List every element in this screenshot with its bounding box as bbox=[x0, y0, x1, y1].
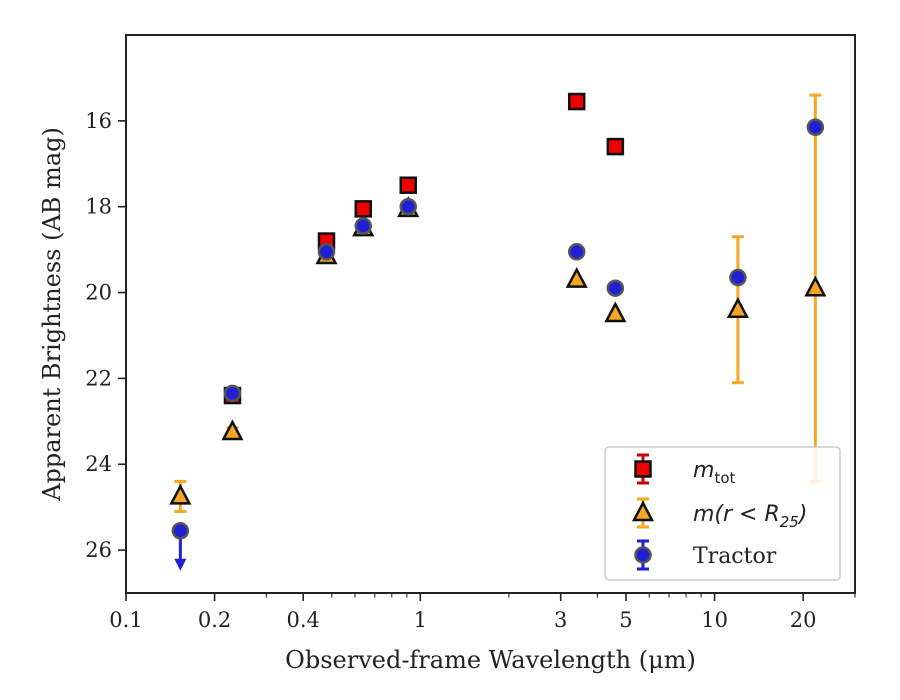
legend-label: mtot bbox=[693, 458, 735, 487]
point-circle bbox=[399, 197, 417, 216]
point-circle bbox=[223, 384, 242, 403]
point-triangle bbox=[565, 266, 588, 288]
y-tick-label: 18 bbox=[85, 195, 112, 219]
y-tick-label: 24 bbox=[85, 452, 112, 476]
point-triangle bbox=[804, 275, 827, 297]
legend-item: m(r < R25) bbox=[631, 497, 807, 531]
point-square bbox=[606, 137, 625, 156]
point-triangle bbox=[631, 500, 655, 522]
point-triangle bbox=[726, 297, 749, 318]
y-tick-label: 16 bbox=[85, 109, 112, 133]
point-circle bbox=[567, 243, 586, 261]
legend-label: m(r < R25) bbox=[693, 502, 807, 531]
point-square bbox=[634, 460, 652, 478]
point-circle bbox=[729, 268, 747, 287]
series-square bbox=[223, 92, 625, 405]
x-tick-label: 5 bbox=[619, 608, 632, 632]
x-axis-label: Observed-frame Wavelength (μm) bbox=[285, 646, 696, 674]
point-triangle bbox=[169, 483, 192, 505]
y-axis-label: Apparent Brightness (AB mag) bbox=[38, 127, 66, 502]
point-circle bbox=[317, 243, 336, 261]
x-tick-label: 3 bbox=[554, 608, 567, 632]
data-layer bbox=[169, 92, 827, 571]
upper-limit-arrowhead bbox=[174, 558, 187, 571]
y-tick-label: 20 bbox=[85, 281, 112, 305]
ticks: 0.1 0.2 0.4 1 3 5 10 20 16 18 20 22 24 26 bbox=[85, 109, 856, 632]
series-circle bbox=[171, 118, 825, 571]
point-square bbox=[354, 200, 373, 218]
x-tick-label: 0.4 bbox=[286, 608, 319, 632]
y-tick-label: 22 bbox=[85, 366, 112, 390]
y-tick-label: 26 bbox=[85, 538, 112, 562]
x-tick-label: 10 bbox=[701, 608, 728, 632]
point-triangle bbox=[221, 419, 244, 441]
axes bbox=[125, 34, 856, 594]
point-circle bbox=[171, 522, 190, 540]
point-circle bbox=[354, 217, 373, 235]
x-tick-label: 0.1 bbox=[109, 608, 142, 632]
legend-item: mtot bbox=[634, 453, 735, 487]
x-tick-label: 20 bbox=[790, 608, 817, 632]
point-square bbox=[399, 176, 417, 194]
legend-label: Tractor bbox=[693, 544, 777, 569]
plot-frame bbox=[125, 34, 856, 594]
legend: mtot m(r < R25) Tractor bbox=[604, 446, 841, 581]
point-square bbox=[567, 92, 586, 111]
point-circle bbox=[806, 118, 825, 137]
point-circle bbox=[634, 546, 652, 564]
x-tick-label: 1 bbox=[414, 608, 427, 632]
legend-item: Tractor bbox=[634, 539, 777, 571]
point-circle bbox=[606, 279, 625, 297]
x-tick-label: 0.2 bbox=[198, 608, 231, 632]
legend-box bbox=[604, 446, 841, 581]
point-triangle bbox=[604, 301, 627, 323]
